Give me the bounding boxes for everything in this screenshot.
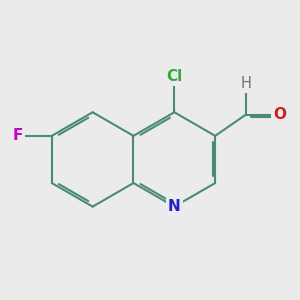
Text: F: F <box>13 128 23 143</box>
Text: N: N <box>168 199 181 214</box>
Text: H: H <box>240 76 251 92</box>
Text: O: O <box>273 107 286 122</box>
Text: Cl: Cl <box>166 69 182 84</box>
